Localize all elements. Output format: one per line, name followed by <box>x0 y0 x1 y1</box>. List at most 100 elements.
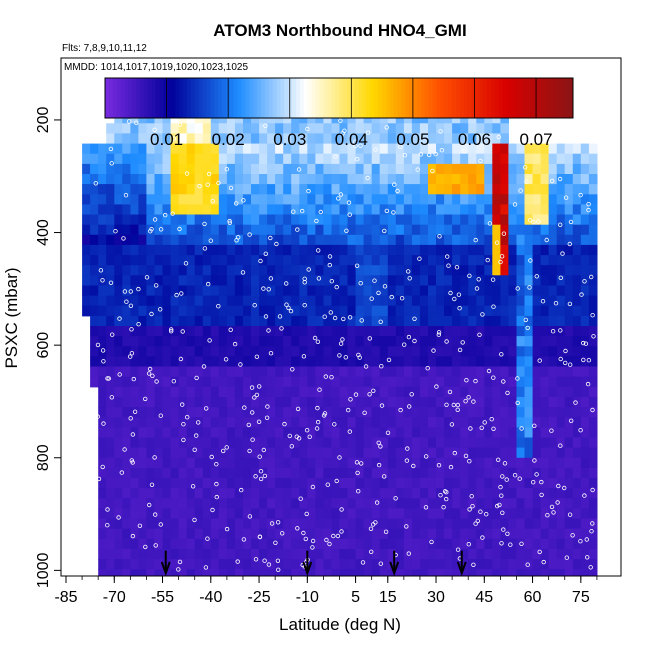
colorbar-swatch <box>428 78 434 118</box>
colorbar-swatch <box>186 78 192 118</box>
sample-point <box>333 154 338 159</box>
heatmap-cell <box>492 326 501 337</box>
heatmap-cell <box>154 538 164 550</box>
heatmap-cell <box>460 133 469 145</box>
heatmap-cell <box>291 214 300 226</box>
heatmap-cell <box>419 569 429 576</box>
heatmap-cell <box>347 457 357 469</box>
heatmap-cell <box>580 508 590 520</box>
sample-point <box>436 332 441 337</box>
heatmap-cell <box>299 407 308 418</box>
heatmap-cell <box>492 488 501 499</box>
heatmap-cell <box>580 386 590 398</box>
heatmap-cell <box>564 447 574 459</box>
heatmap-cell <box>468 528 477 540</box>
heatmap-cell <box>243 498 252 509</box>
sample-point <box>157 307 163 312</box>
heatmap-cell <box>532 386 542 398</box>
heatmap-cell <box>524 234 534 246</box>
heatmap-cell <box>419 559 429 570</box>
heatmap-cell <box>339 478 349 489</box>
heatmap-cell <box>468 194 477 205</box>
heatmap-cell <box>90 265 99 276</box>
heatmap-cell <box>387 194 397 205</box>
heatmap-cell <box>371 214 381 226</box>
heatmap-cell <box>387 214 397 226</box>
heatmap-cell <box>202 214 212 226</box>
heatmap-cell <box>267 326 276 337</box>
heatmap-cell <box>154 285 164 297</box>
heatmap-cell <box>283 326 292 337</box>
heatmap-cell <box>476 427 485 439</box>
heatmap-cell <box>307 326 316 337</box>
heatmap-cell <box>468 376 477 388</box>
heatmap-cell <box>283 569 292 576</box>
heatmap-cell <box>307 528 316 540</box>
heatmap-cell <box>444 234 453 246</box>
heatmap-cell <box>500 478 509 489</box>
sample-point <box>589 274 594 280</box>
sample-point <box>291 209 296 214</box>
heatmap-cell <box>162 549 172 560</box>
heatmap-cell <box>548 549 558 560</box>
sample-point <box>170 211 175 216</box>
heatmap-cell <box>564 295 574 307</box>
heatmap-cell <box>299 234 308 246</box>
heatmap-cell <box>379 163 389 175</box>
heatmap-cell <box>146 133 155 145</box>
heatmap-cell <box>524 478 534 489</box>
heatmap-cell <box>218 194 228 205</box>
heatmap-cell <box>307 153 316 165</box>
heatmap-cell <box>444 549 453 560</box>
heatmap-cell <box>299 397 308 408</box>
heatmap-cell <box>556 295 566 307</box>
heatmap-cell <box>387 174 397 185</box>
heatmap-cell <box>234 386 244 398</box>
heatmap-cell <box>371 467 381 479</box>
heatmap-cell <box>194 326 204 337</box>
sample-point <box>471 562 476 567</box>
heatmap-cell <box>484 518 493 530</box>
heatmap-cell <box>267 315 276 327</box>
heatmap-cell <box>218 255 228 266</box>
heatmap-cell <box>243 336 252 347</box>
heatmap-cell <box>548 528 558 540</box>
sample-point <box>347 315 353 320</box>
sample-point <box>124 299 129 304</box>
heatmap-cell <box>516 174 526 185</box>
heatmap-cell <box>492 214 501 226</box>
heatmap-cell <box>476 315 485 327</box>
sample-point <box>332 315 338 321</box>
heatmap-cell <box>178 457 188 469</box>
heatmap-cell <box>556 326 566 337</box>
heatmap-cell <box>251 184 260 195</box>
heatmap-cell <box>106 194 115 205</box>
heatmap-cell <box>339 457 349 469</box>
heatmap-cell <box>122 528 131 540</box>
heatmap-cell <box>411 417 421 428</box>
heatmap-cell <box>331 478 341 489</box>
heatmap-cell <box>532 204 542 216</box>
heatmap-cell <box>339 214 349 226</box>
heatmap-cell <box>403 467 413 479</box>
heatmap-cell <box>331 133 341 145</box>
heatmap-cell <box>315 427 324 439</box>
heatmap-cell <box>363 528 373 540</box>
sample-point <box>131 376 136 382</box>
heatmap-cell <box>371 366 381 378</box>
sample-point <box>439 147 445 153</box>
heatmap-cell <box>323 163 332 175</box>
sample-point <box>253 557 259 562</box>
heatmap-cell <box>588 518 598 530</box>
sample-point <box>334 284 339 290</box>
sample-point <box>328 310 333 315</box>
heatmap-cell <box>122 559 131 570</box>
heatmap-cell <box>548 275 558 286</box>
heatmap-cell <box>395 427 405 439</box>
heatmap-cell <box>411 214 421 226</box>
heatmap-cell <box>323 386 332 398</box>
heatmap-cell <box>82 204 91 216</box>
heatmap-cell <box>226 346 236 357</box>
heatmap-cell <box>371 559 381 570</box>
heatmap-cell <box>460 174 469 185</box>
